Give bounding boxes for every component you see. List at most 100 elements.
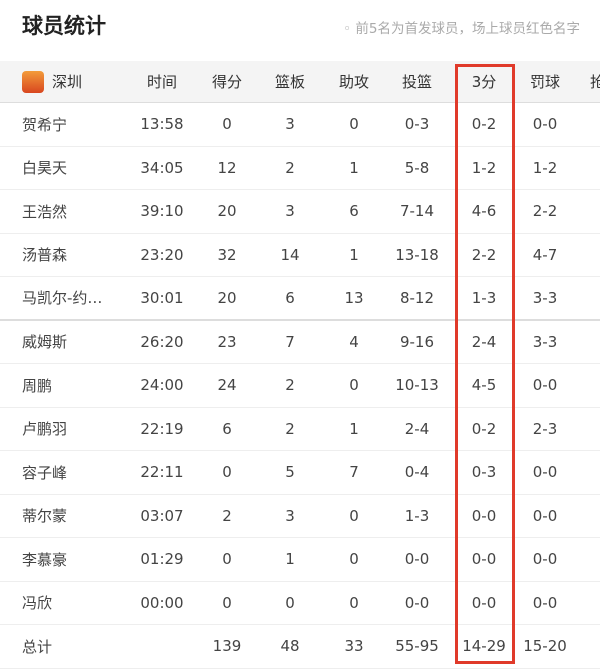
- pts-cell: 0: [222, 115, 232, 134]
- fg-cell: 0-3: [404, 115, 430, 134]
- col-three-pointers[interactable]: 3分: [471, 73, 497, 91]
- time-cell: 34:05: [140, 158, 184, 177]
- col-assists[interactable]: 助攻: [338, 73, 369, 91]
- total-row[interactable]: 总计 139 48 33 55-95 14-29 15-20: [0, 625, 600, 669]
- time-cell: 24:00: [140, 376, 184, 395]
- time-cell: 03:07: [140, 506, 184, 525]
- pts-cell: 6: [222, 419, 232, 438]
- ft-cell: 1-2: [532, 158, 558, 177]
- name-cell: 总计: [22, 637, 53, 656]
- pts-cell: 20: [217, 288, 237, 307]
- ast-cell: 7: [349, 463, 359, 482]
- pts-cell: 20: [217, 202, 237, 221]
- reb-cell: 5: [285, 463, 295, 482]
- reb-cell: 0: [285, 593, 295, 612]
- name-cell: 周鹏: [22, 376, 53, 395]
- time-cell: 00:00: [140, 593, 184, 612]
- player-row[interactable]: 李慕豪 01:29 0 1 0 0-0 0-0 0-0: [0, 538, 600, 582]
- ast-cell: 13: [344, 288, 364, 307]
- fg-cell: 13-18: [395, 245, 439, 264]
- fg-cell: 55-95: [395, 637, 439, 656]
- fg-cell: 0-0: [404, 593, 430, 612]
- name-cell: 容子峰: [22, 463, 68, 482]
- col-time[interactable]: 时间: [146, 73, 177, 91]
- table-header: 深圳 时间 得分 篮板 助攻 投篮 3分 罚球 抢: [0, 61, 600, 103]
- player-row[interactable]: 容子峰 22:11 0 5 7 0-4 0-3 0-0: [0, 451, 600, 495]
- ast-cell: 4: [349, 332, 359, 351]
- ast-cell: 33: [344, 637, 364, 656]
- name-cell: 蒂尔蒙: [22, 507, 68, 526]
- player-row[interactable]: 周鹏 24:00 24 2 0 10-13 4-5 0-0: [0, 364, 600, 408]
- reb-cell: 2: [285, 158, 295, 177]
- ft-cell: 0-0: [532, 506, 558, 525]
- reb-cell: 14: [280, 245, 300, 264]
- time-cell: 22:11: [140, 463, 184, 482]
- ft-cell: 15-20: [523, 637, 567, 656]
- tp-cell: 1-2: [471, 158, 497, 177]
- player-row[interactable]: 冯欣 00:00 0 0 0 0-0 0-0 0-0: [0, 582, 600, 625]
- name-cell: 马凯尔-约…: [22, 289, 103, 308]
- name-cell: 冯欣: [22, 594, 53, 613]
- player-row[interactable]: 白昊天 34:05 12 2 1 5-8 1-2 1-2: [0, 147, 600, 190]
- ft-cell: 3-3: [532, 332, 558, 351]
- reb-cell: 3: [285, 115, 295, 134]
- reb-cell: 3: [285, 506, 295, 525]
- ast-cell: 6: [349, 202, 359, 221]
- name-cell: 威姆斯: [22, 333, 68, 352]
- col-rebounds[interactable]: 篮板: [274, 73, 305, 91]
- col-free-throws[interactable]: 罚球: [529, 73, 560, 91]
- team-name: 深圳: [52, 73, 83, 91]
- ast-cell: 1: [349, 419, 359, 438]
- fg-cell: 7-14: [399, 202, 435, 221]
- player-row[interactable]: 卢鹏羽 22:19 6 2 1 2-4 0-2 2-3: [0, 408, 600, 451]
- ast-cell: 0: [349, 506, 359, 525]
- fg-cell: 0-4: [404, 463, 430, 482]
- player-row[interactable]: 威姆斯 26:20 23 7 4 9-16 2-4 3-3: [0, 321, 600, 364]
- tp-cell: 2-4: [471, 332, 497, 351]
- pts-cell: 0: [222, 593, 232, 612]
- ast-cell: 0: [349, 376, 359, 395]
- time-cell: 26:20: [140, 332, 184, 351]
- reb-cell: 2: [285, 376, 295, 395]
- name-cell: 汤普森: [22, 246, 68, 265]
- pts-cell: 23: [217, 332, 237, 351]
- ft-cell: 3-3: [532, 288, 558, 307]
- tp-cell: 0-2: [471, 419, 497, 438]
- pts-cell: 12: [217, 158, 237, 177]
- pts-cell: 0: [222, 463, 232, 482]
- time-cell: 23:20: [140, 245, 184, 264]
- tp-cell: 0-3: [471, 463, 497, 482]
- player-row[interactable]: 王浩然 39:10 20 3 6 7-14 4-6 2-2: [0, 190, 600, 234]
- col-field-goals[interactable]: 投篮: [401, 73, 432, 91]
- col-points[interactable]: 得分: [211, 73, 242, 91]
- fg-cell: 10-13: [395, 376, 439, 395]
- fg-cell: 9-16: [399, 332, 435, 351]
- tp-cell: 2-2: [471, 245, 497, 264]
- pts-cell: 0: [222, 550, 232, 569]
- ast-cell: 0: [349, 115, 359, 134]
- ft-cell: 0-0: [532, 376, 558, 395]
- player-row[interactable]: 汤普森 23:20 32 14 1 13-18 2-2 4-7: [0, 234, 600, 277]
- ast-cell: 0: [349, 593, 359, 612]
- pts-cell: 139: [212, 637, 242, 656]
- player-row[interactable]: 贺希宁 13:58 0 3 0 0-3 0-2 0-0: [0, 103, 600, 147]
- ft-cell: 0-0: [532, 463, 558, 482]
- player-row[interactable]: 蒂尔蒙 03:07 2 3 0 1-3 0-0 0-0: [0, 495, 600, 538]
- name-cell: 李慕豪: [22, 550, 68, 569]
- page-title: 球员统计: [22, 14, 106, 38]
- fg-cell: 2-4: [404, 419, 430, 438]
- col-steals[interactable]: 抢: [590, 73, 600, 91]
- ft-cell: 0-0: [532, 593, 558, 612]
- player-row[interactable]: 马凯尔-约… 30:01 20 6 13 8-12 1-3 3-3: [0, 277, 600, 321]
- tp-cell: 14-29: [462, 637, 506, 656]
- tp-cell: 0-0: [471, 593, 497, 612]
- time-cell: 30:01: [140, 288, 184, 307]
- tp-cell: 1-3: [471, 288, 497, 307]
- time-cell: 13:58: [140, 115, 184, 134]
- time-cell: 22:19: [140, 419, 184, 438]
- ft-cell: 2-3: [532, 419, 558, 438]
- ast-cell: 1: [349, 245, 359, 264]
- fg-cell: 8-12: [399, 288, 435, 307]
- fg-cell: 0-0: [404, 550, 430, 569]
- tp-cell: 0-2: [471, 115, 497, 134]
